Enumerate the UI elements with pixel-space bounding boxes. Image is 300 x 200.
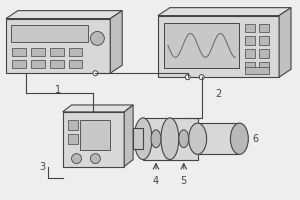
Ellipse shape [185, 75, 190, 80]
Bar [198, 123, 239, 154]
Bar [245, 62, 255, 69]
Bar [12, 60, 26, 68]
Bar [245, 24, 255, 32]
Bar [11, 25, 88, 42]
Bar [158, 16, 279, 77]
Bar [245, 67, 269, 74]
Text: 1: 1 [55, 85, 61, 95]
Ellipse shape [179, 130, 189, 148]
Ellipse shape [93, 71, 98, 76]
Bar [68, 120, 77, 130]
Ellipse shape [161, 118, 179, 160]
Bar [50, 60, 64, 68]
Bar [259, 62, 269, 69]
Bar [63, 112, 124, 167]
Bar [12, 48, 26, 56]
Ellipse shape [90, 154, 100, 164]
Bar [143, 118, 198, 160]
Bar [69, 48, 82, 56]
Bar [245, 49, 255, 58]
Ellipse shape [189, 123, 207, 154]
Text: 6: 6 [252, 134, 258, 144]
Bar [50, 48, 64, 56]
Polygon shape [63, 105, 133, 112]
Polygon shape [279, 8, 291, 77]
Text: 2: 2 [215, 89, 222, 99]
Ellipse shape [199, 75, 204, 80]
Polygon shape [110, 11, 122, 73]
Bar [259, 36, 269, 45]
Ellipse shape [151, 130, 161, 148]
Bar [69, 60, 82, 68]
Polygon shape [124, 105, 133, 167]
Bar [31, 48, 45, 56]
Polygon shape [6, 11, 122, 19]
Bar [245, 36, 255, 45]
Text: 4: 4 [153, 176, 159, 186]
Ellipse shape [90, 31, 104, 45]
Bar [6, 19, 110, 73]
Bar [133, 128, 143, 149]
Bar [80, 120, 110, 150]
Ellipse shape [230, 123, 248, 154]
Text: 5: 5 [181, 176, 187, 186]
Text: 3: 3 [40, 162, 46, 172]
Bar [259, 24, 269, 32]
Bar [259, 49, 269, 58]
Ellipse shape [134, 118, 152, 160]
Bar [164, 23, 239, 68]
Bar [31, 60, 45, 68]
Bar [68, 134, 77, 144]
Polygon shape [158, 8, 291, 16]
Ellipse shape [71, 154, 82, 164]
